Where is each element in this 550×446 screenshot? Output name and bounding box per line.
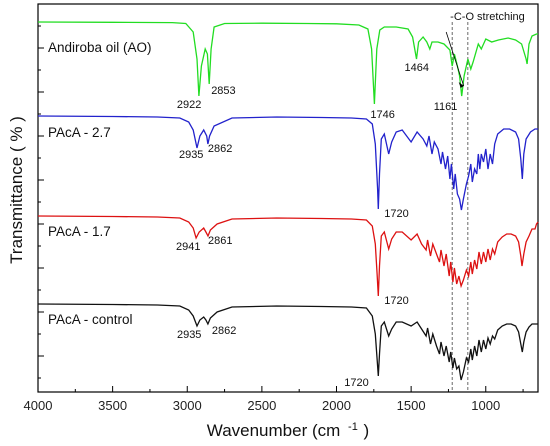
annotation: -C-O stretching [445,11,525,88]
y-axis-title: Transmittance ( % ) [7,116,26,264]
peak-label: 1464 [405,62,429,74]
x-tick-label: 3500 [98,398,127,413]
x-axis-title-close: ) [364,421,370,440]
y-axis-ticks [38,25,44,379]
x-tick-label: 4000 [24,398,53,413]
annotation-dashed-lines [451,22,469,392]
peak-label: 2935 [179,149,203,161]
peak-label: 2861 [208,235,232,247]
x-axis-title: Wavenumber (cm -1 ) [207,421,369,440]
annotation-arrowhead [458,82,464,88]
peak-labels: Andiroba oil (AO) 2922 2853 1746 1464 1161 PAc… [48,40,457,389]
series-name: PAcA - control [48,312,133,327]
annotation-arrow [445,31,465,87]
peak-label: 2862 [212,325,236,337]
series-line [37,215,539,297]
x-axis-title-main: Wavenumber (cm [207,421,341,440]
series-line [37,115,538,211]
series-name: PAcA - 1.7 [48,224,111,239]
peak-label: 2935 [177,329,201,341]
series-name: PAcA - 2.7 [48,125,111,140]
x-axis-ticks: 4000 3500 3000 2500 2000 1500 1000 [24,386,524,413]
peak-label: 1720 [384,208,408,220]
x-tick-label: 1500 [397,398,426,413]
series-line [37,21,538,105]
peak-label: 1720 [344,377,368,389]
x-tick-label: 1000 [471,398,500,413]
peak-label: 1720 [384,295,408,307]
plot-frame [37,3,539,393]
peak-label: 2922 [177,99,201,111]
x-tick-label: 2500 [247,398,276,413]
peak-label: 2862 [208,143,232,155]
peak-label: 2853 [211,85,235,97]
series-group [37,21,539,381]
x-axis-title-sup: -1 [348,421,358,433]
peak-label: 1161 [434,101,458,113]
series-line [37,303,538,381]
peak-label: 2941 [176,241,200,253]
x-tick-label: 3000 [173,398,202,413]
peak-label: 1746 [370,109,394,121]
series-name: Andiroba oil (AO) [48,40,152,55]
annotation-text: -C-O stretching [450,11,525,23]
x-tick-label: 2000 [322,398,351,413]
